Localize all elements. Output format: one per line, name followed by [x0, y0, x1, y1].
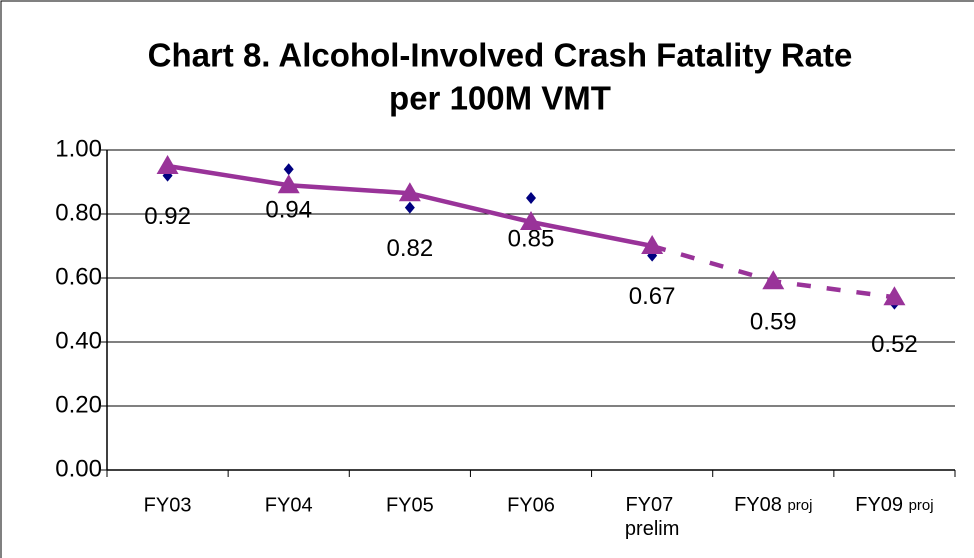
x-tick-label: FY08 proj: [734, 494, 812, 516]
x-tick-label: FY05: [386, 494, 434, 516]
chart-title: Chart 8. Alcohol-Involved Crash Fatality…: [148, 37, 853, 74]
y-tick-label: 0.60: [55, 263, 102, 290]
data-point: [283, 163, 294, 176]
y-tick-label: 0.00: [55, 455, 102, 482]
x-tick-label: FY07 prelim: [625, 494, 679, 540]
data-label: 0.52: [871, 331, 918, 358]
data-label: 0.82: [386, 235, 433, 262]
x-tick-label: FY06: [507, 494, 555, 516]
x-tick-label: FY09 proj: [855, 494, 933, 516]
trend-point: [641, 235, 664, 254]
y-tick-label: 0.80: [55, 199, 102, 226]
x-tick-label: FY03: [144, 494, 192, 516]
data-label: 0.94: [265, 197, 312, 224]
trend-point: [762, 270, 785, 290]
chart-title: per 100M VMT: [389, 80, 611, 117]
y-tick-label: 0.40: [55, 327, 102, 354]
y-tick-label: 0.20: [55, 391, 102, 418]
data-label: 0.92: [144, 203, 191, 230]
trend-point: [398, 182, 421, 202]
trend-point: [520, 211, 542, 230]
data-point: [526, 192, 536, 204]
data-label: 0.67: [629, 283, 676, 310]
x-tick-label: FY04: [265, 494, 313, 516]
data-label: 0.59: [750, 309, 797, 336]
y-tick-label: 1.00: [55, 135, 102, 162]
trend-point: [277, 174, 300, 194]
trend-point: [883, 286, 906, 306]
trend-point: [156, 155, 179, 174]
data-point: [404, 201, 415, 214]
